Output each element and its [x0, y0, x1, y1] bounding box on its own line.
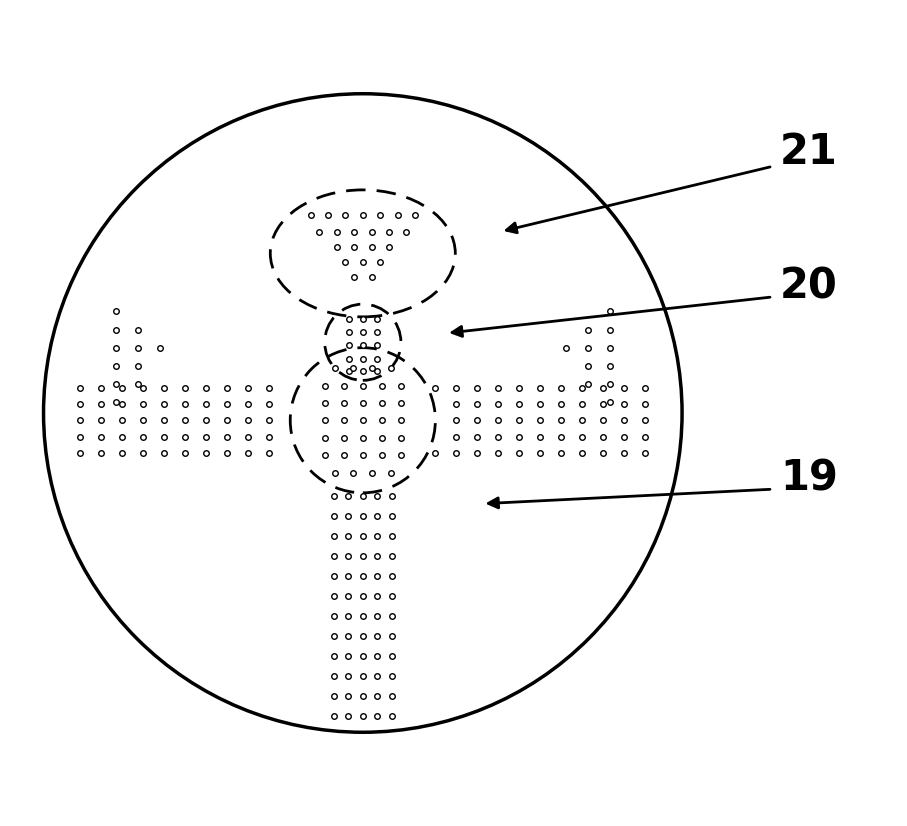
Text: 19: 19 [780, 458, 838, 499]
Text: 21: 21 [780, 131, 838, 173]
Text: 20: 20 [780, 265, 838, 307]
